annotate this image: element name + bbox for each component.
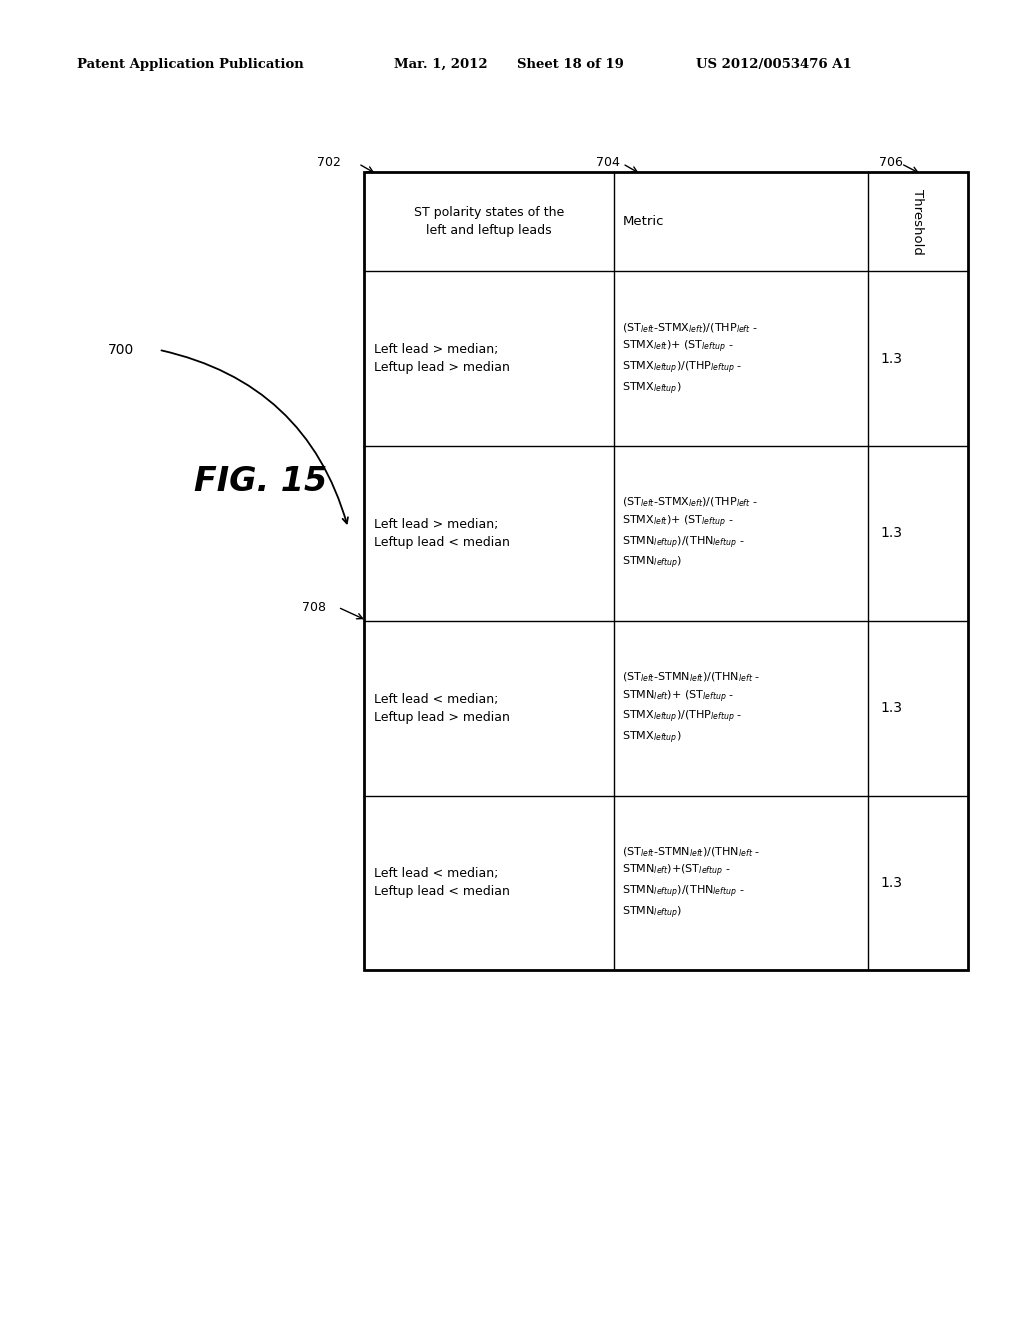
Text: 1.3: 1.3 [881, 351, 902, 366]
Text: US 2012/0053476 A1: US 2012/0053476 A1 [696, 58, 852, 71]
Text: Mar. 1, 2012: Mar. 1, 2012 [394, 58, 487, 71]
Text: 1.3: 1.3 [881, 876, 902, 890]
Text: Patent Application Publication: Patent Application Publication [77, 58, 303, 71]
Text: Left lead < median;
Leftup lead > median: Left lead < median; Leftup lead > median [374, 693, 510, 723]
Text: FIG. 15: FIG. 15 [195, 465, 328, 498]
Text: (ST$_{left}$-STMN$_{left}$)/(THN$_{left}$ -
STMN$_{left}$)+ (ST$_{leftup}$ -
STM: (ST$_{left}$-STMN$_{left}$)/(THN$_{left}… [623, 671, 761, 746]
Text: 708: 708 [302, 601, 326, 614]
Text: 1.3: 1.3 [881, 701, 902, 715]
Bar [364, 172, 968, 970]
Text: Threshold: Threshold [911, 189, 925, 255]
Text: Left lead < median;
Leftup lead < median: Left lead < median; Leftup lead < median [374, 867, 510, 899]
Text: (ST$_{left}$-STMX$_{left}$)/(THP$_{left}$ -
STMX$_{left}$)+ (ST$_{leftup}$ -
STM: (ST$_{left}$-STMX$_{left}$)/(THP$_{left}… [623, 321, 759, 396]
Text: 700: 700 [108, 343, 134, 356]
Text: Sheet 18 of 19: Sheet 18 of 19 [517, 58, 624, 71]
Text: 702: 702 [317, 156, 341, 169]
Text: Left lead > median;
Leftup lead > median: Left lead > median; Leftup lead > median [374, 343, 510, 375]
Text: 704: 704 [596, 156, 620, 169]
Text: Metric: Metric [623, 215, 664, 228]
Text: (ST$_{left}$-STMN$_{left}$)/(THN$_{left}$ -
STMN$_{left}$)+(ST$_{leftup}$ -
STMN: (ST$_{left}$-STMN$_{left}$)/(THN$_{left}… [623, 845, 761, 920]
Text: 706: 706 [879, 156, 902, 169]
Text: Left lead > median;
Leftup lead < median: Left lead > median; Leftup lead < median [374, 517, 510, 549]
Text: ST polarity states of the
left and leftup leads: ST polarity states of the left and leftu… [414, 206, 564, 238]
Text: 1.3: 1.3 [881, 527, 902, 540]
Text: (ST$_{left}$-STMX$_{left}$)/(THP$_{left}$ -
STMX$_{left}$)+ (ST$_{leftup}$ -
STM: (ST$_{left}$-STMX$_{left}$)/(THP$_{left}… [623, 496, 759, 572]
